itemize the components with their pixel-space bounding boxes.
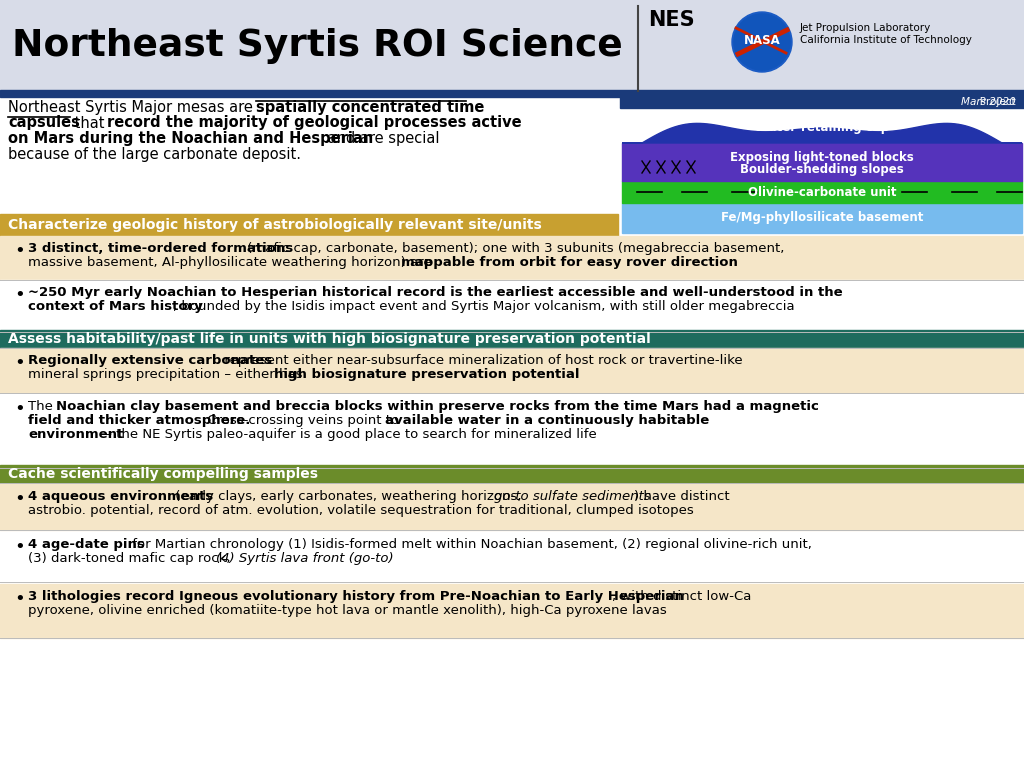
Text: Jet Propulsion Laboratory: Jet Propulsion Laboratory: [800, 23, 931, 33]
Text: Assess habitability/past life in units with high biosignature preservation poten: Assess habitability/past life in units w…: [8, 332, 650, 346]
Bar: [0, 90, 1024, 97]
Text: that: that: [70, 115, 110, 131]
Text: Mars 2020: Mars 2020: [962, 97, 1016, 107]
Bar: [622, 203, 1022, 233]
Text: •: •: [14, 590, 25, 608]
Text: NES: NES: [648, 10, 694, 30]
Bar: [622, 143, 1022, 181]
Text: Boulder-shedding slopes: Boulder-shedding slopes: [740, 164, 904, 177]
Text: •: •: [14, 354, 25, 372]
Text: field and thicker atmosphere.: field and thicker atmosphere.: [28, 414, 251, 427]
Text: record the majority of geological processes active: record the majority of geological proces…: [106, 115, 521, 131]
Text: •: •: [14, 538, 25, 556]
Bar: [0, 465, 1024, 483]
Text: (4) Syrtis lava front (go-to): (4) Syrtis lava front (go-to): [216, 552, 393, 565]
Text: represent either near-subsurface mineralization of host rock or travertine-like: represent either near-subsurface mineral…: [220, 354, 742, 367]
Text: Cache scientifically compelling samples: Cache scientifically compelling samples: [8, 467, 318, 481]
Text: 3 distinct, time-ordered formations: 3 distinct, time-ordered formations: [28, 242, 293, 255]
Text: because of the large carbonate deposit.: because of the large carbonate deposit.: [8, 147, 301, 161]
Text: and are special: and are special: [323, 131, 439, 146]
Text: astrobio. potential, record of atm. evolution, volatile sequestration for tradit: astrobio. potential, record of atm. evol…: [28, 504, 693, 517]
Bar: [622, 181, 1022, 203]
Text: •: •: [14, 242, 25, 260]
Text: The: The: [28, 400, 57, 413]
Text: available water in a continuously habitable: available water in a continuously habita…: [385, 414, 710, 427]
Text: mappable from orbit for easy rover direction: mappable from orbit for easy rover direc…: [401, 256, 738, 269]
Text: Cross-crossing veins point to: Cross-crossing veins point to: [203, 414, 403, 427]
Text: Noachian clay basement and breccia blocks within preserve rocks from the time Ma: Noachian clay basement and breccia block…: [56, 400, 819, 413]
Text: Exposing light-toned blocks: Exposing light-toned blocks: [730, 151, 913, 164]
Bar: [0, 394, 1024, 468]
Text: , bounded by the Isidis impact event and Syrtis Major volcanism, with still olde: , bounded by the Isidis impact event and…: [173, 300, 795, 313]
Text: – the NE Syrtis paleo-aquifer is a good place to search for mineralized life: – the NE Syrtis paleo-aquifer is a good …: [101, 428, 597, 441]
Text: Northeast Syrtis ROI Science: Northeast Syrtis ROI Science: [12, 28, 623, 64]
Text: Northeast Syrtis Major mesas are: Northeast Syrtis Major mesas are: [8, 100, 257, 115]
Text: ~250 Myr early Noachian to Hesperian historical record is the earliest accessibl: ~250 Myr early Noachian to Hesperian his…: [28, 286, 843, 299]
Bar: [620, 95, 1024, 108]
Text: Olivine-carbonate unit: Olivine-carbonate unit: [748, 186, 896, 198]
Bar: [0, 584, 1024, 638]
Bar: [0, 280, 1024, 332]
Text: capsules: capsules: [8, 115, 80, 131]
Text: (early clays, early carbonates, weathering horizons,: (early clays, early carbonates, weatheri…: [171, 490, 525, 503]
Text: pyroxene, olivine enriched (komatiite-type hot lava or mantle xenolith), high-Ca: pyroxene, olivine enriched (komatiite-ty…: [28, 604, 667, 617]
Text: high biosignature preservation potential: high biosignature preservation potential: [274, 368, 580, 381]
Text: spatially concentrated time: spatially concentrated time: [256, 100, 484, 115]
Text: 3 lithologies record Igneous evolutionary history from Pre-Noachian to Early Hes: 3 lithologies record Igneous evolutionar…: [28, 590, 684, 603]
Text: context of Mars history: context of Mars history: [28, 300, 203, 313]
Text: ) have distinct: ) have distinct: [634, 490, 730, 503]
Text: (3) dark-toned mafic cap rock,: (3) dark-toned mafic cap rock,: [28, 552, 234, 565]
Bar: [0, 214, 618, 236]
Text: on Mars during the Noachian and Hesperian: on Mars during the Noachian and Hesperia…: [8, 131, 374, 146]
Text: •: •: [14, 286, 25, 304]
Bar: [0, 0, 1024, 92]
Bar: [0, 330, 1024, 348]
Text: 4 age-date pins: 4 age-date pins: [28, 538, 144, 551]
Text: massive basement, Al-phyllosilicate weathering horizon) are: massive basement, Al-phyllosilicate weat…: [28, 256, 436, 269]
Text: mineral springs precipitation – either has: mineral springs precipitation – either h…: [28, 368, 307, 381]
Circle shape: [732, 12, 792, 72]
Text: Project: Project: [944, 97, 1016, 107]
Text: Regionally extensive carbonates: Regionally extensive carbonates: [28, 354, 272, 367]
Bar: [0, 638, 1024, 768]
Text: (mafic cap, carbonate, basement); one with 3 subunits (megabreccia basement,: (mafic cap, carbonate, basement); one wi…: [243, 242, 784, 255]
Text: California Institute of Technology: California Institute of Technology: [800, 35, 972, 45]
Text: Crater-retaining cap: Crater-retaining cap: [755, 121, 890, 134]
Polygon shape: [622, 124, 1022, 143]
Text: for Martian chronology (1) Isidis-formed melt within Noachian basement, (2) regi: for Martian chronology (1) Isidis-formed…: [128, 538, 812, 551]
Bar: [0, 97, 1024, 768]
Bar: [0, 532, 1024, 582]
Circle shape: [734, 14, 790, 70]
Text: •: •: [14, 490, 25, 508]
Text: Fe/Mg-phyllosilicate basement: Fe/Mg-phyllosilicate basement: [721, 211, 924, 224]
Bar: [0, 348, 1024, 393]
Text: NASA: NASA: [743, 34, 780, 47]
Text: environment: environment: [28, 428, 123, 441]
Bar: [0, 236, 1024, 280]
Bar: [0, 484, 1024, 530]
Text: •: •: [14, 400, 25, 418]
Text: Characterize geologic history of astrobiologically relevant site/units: Characterize geologic history of astrobi…: [8, 218, 542, 232]
Text: , with distinct low-Ca: , with distinct low-Ca: [612, 590, 752, 603]
Text: 4 aqueous environments: 4 aqueous environments: [28, 490, 213, 503]
Text: go-to sulfate sediments: go-to sulfate sediments: [494, 490, 650, 503]
